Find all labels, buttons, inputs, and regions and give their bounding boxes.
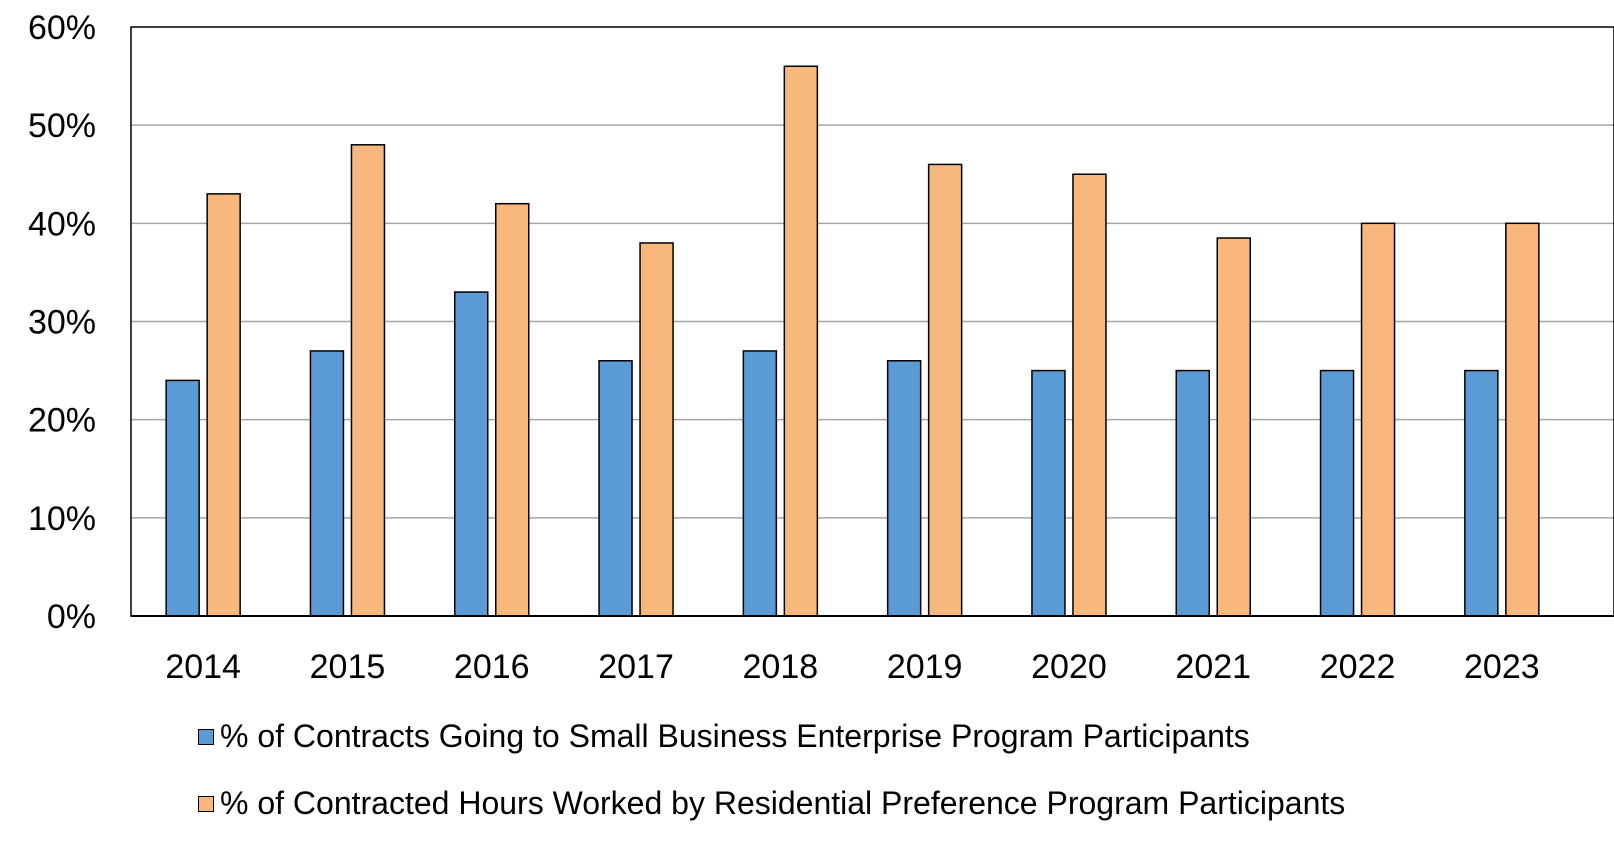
bar-small-business-2018 xyxy=(742,350,778,617)
x-tick-label: 2019 xyxy=(887,648,963,686)
bar-residential-preference-2019 xyxy=(927,163,963,617)
bar-residential-preference-2014 xyxy=(206,193,241,617)
bar-small-business-2014 xyxy=(165,379,200,617)
legend-label: % of Contracts Going to Small Business E… xyxy=(220,718,1250,754)
bar-residential-preference-2023 xyxy=(1505,222,1540,617)
bar-residential-preference-2020 xyxy=(1072,173,1107,617)
y-tick-label: 30% xyxy=(28,304,96,342)
bar-small-business-2022 xyxy=(1319,369,1355,617)
bars xyxy=(165,65,1540,617)
x-tick-label: 2018 xyxy=(743,648,819,686)
x-tick-label: 2020 xyxy=(1031,648,1107,686)
bar-residential-preference-2017 xyxy=(639,242,674,617)
y-tick-label: 20% xyxy=(28,402,96,440)
plot-frame xyxy=(130,26,1614,617)
x-axis-tick-labels: 2014 2015 2016 2017 2018 2019 2020 2021 2022 2023 xyxy=(165,648,1539,686)
x-tick-label: 2015 xyxy=(310,648,386,686)
legend-label: % of Contracted Hours Worked by Resident… xyxy=(220,785,1346,821)
y-axis-tick-labels: 0% 10% 20% 30% 40% 50% 60% xyxy=(28,9,96,636)
bar-residential-preference-2016 xyxy=(495,202,530,617)
y-tick-label: 40% xyxy=(28,205,96,243)
bar-small-business-2016 xyxy=(454,291,489,617)
x-tick-label: 2017 xyxy=(598,648,674,686)
bar-small-business-2021 xyxy=(1175,369,1210,617)
x-tick-label: 2021 xyxy=(1175,648,1251,686)
bar-small-business-2017 xyxy=(598,360,633,617)
legend-item-small-business: % of Contracts Going to Small Business E… xyxy=(198,718,1250,755)
bar-small-business-2023 xyxy=(1464,369,1499,617)
bar-small-business-2020 xyxy=(1031,369,1066,617)
bar-residential-preference-2022 xyxy=(1360,222,1396,617)
y-tick-label: 10% xyxy=(28,500,96,538)
legend-item-residential-preference: % of Contracted Hours Worked by Resident… xyxy=(198,785,1345,822)
x-tick-label: 2016 xyxy=(454,648,530,686)
bar-residential-preference-2018 xyxy=(783,65,819,617)
legend-swatch-orange xyxy=(198,795,214,812)
y-tick-label: 60% xyxy=(28,9,96,47)
bar-small-business-2015 xyxy=(309,350,345,617)
x-tick-label: 2014 xyxy=(165,648,241,686)
bar-small-business-2019 xyxy=(886,360,922,617)
bar-residential-preference-2015 xyxy=(350,144,386,617)
y-tick-label: 50% xyxy=(28,107,96,145)
legend-swatch-blue xyxy=(198,728,214,745)
bar-residential-preference-2021 xyxy=(1216,237,1251,617)
x-tick-label: 2023 xyxy=(1464,648,1540,686)
x-tick-label: 2022 xyxy=(1320,648,1396,686)
y-tick-label: 0% xyxy=(47,598,96,636)
